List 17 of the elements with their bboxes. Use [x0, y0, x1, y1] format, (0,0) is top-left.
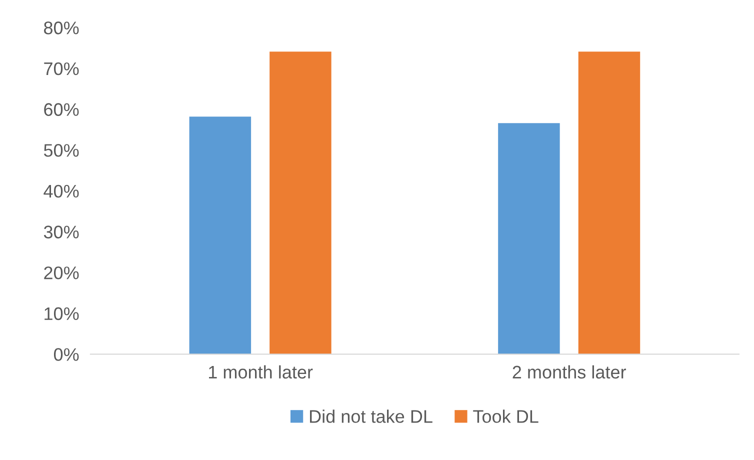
y-tick-label: 30%	[44, 226, 79, 238]
x-tick-label: 2 months later	[512, 365, 626, 379]
legend-label: Took DL	[473, 410, 538, 423]
y-tick-label: 10%	[44, 307, 79, 320]
legend-label: Did not take DL	[310, 410, 432, 423]
y-tick-label: 40%	[44, 184, 79, 198]
y-tick-label: 50%	[44, 144, 79, 157]
y-tick-label: 0%	[54, 348, 79, 361]
x-tick-label: 1 month later	[209, 365, 313, 379]
y-tick-label: 80%	[44, 22, 79, 34]
y-tick-label: 60%	[44, 103, 79, 116]
bar	[270, 52, 332, 354]
bar	[189, 116, 252, 354]
bar	[578, 52, 640, 354]
bar	[498, 123, 560, 354]
y-tick-label: 20%	[44, 266, 79, 280]
y-tick-label: 70%	[44, 62, 79, 76]
